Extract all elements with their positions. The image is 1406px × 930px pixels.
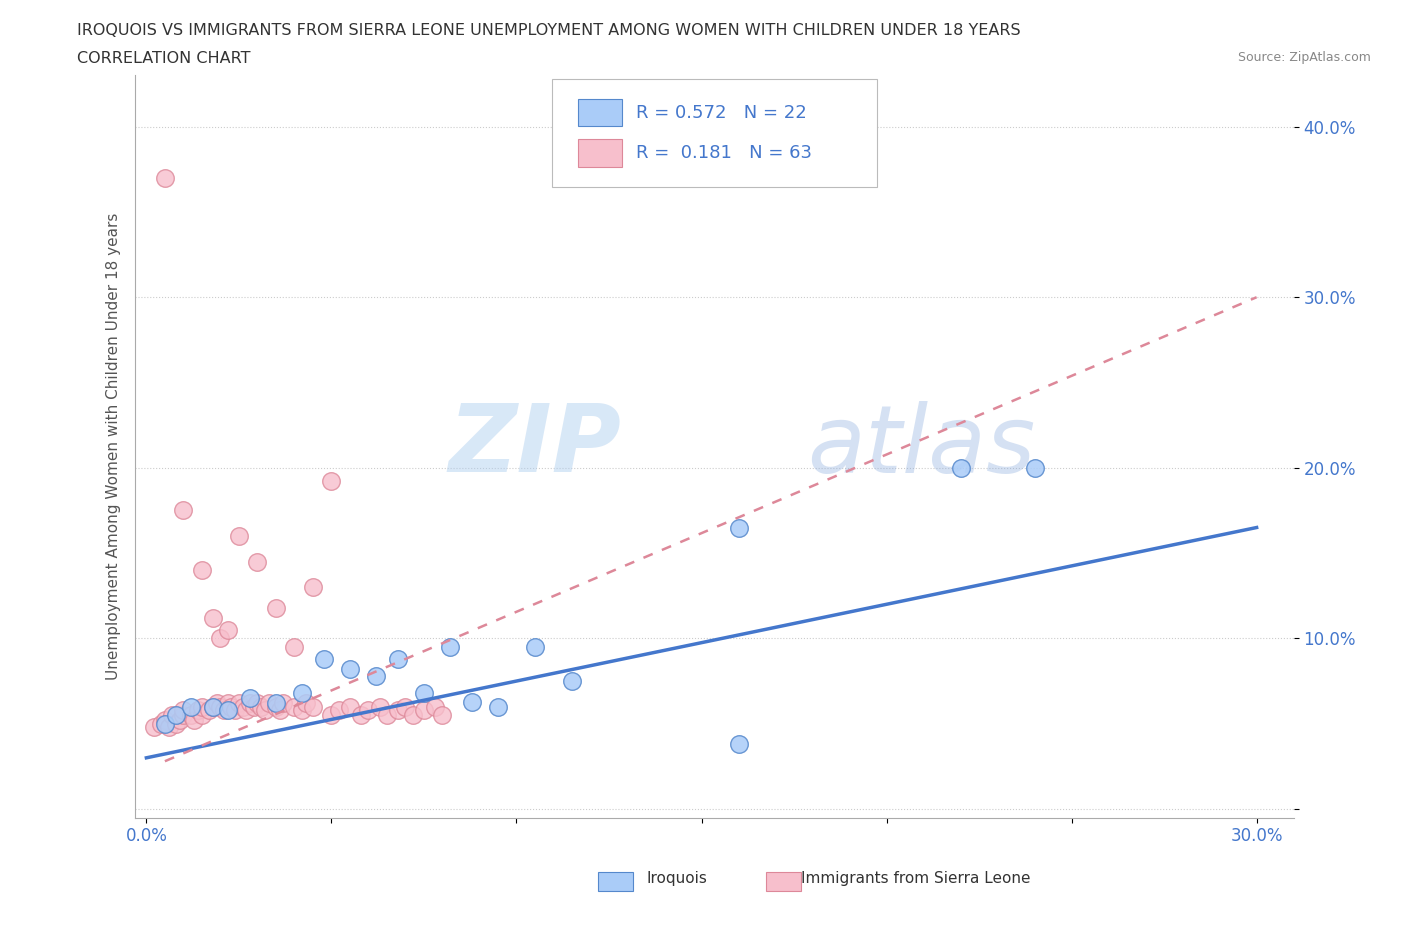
Point (387, 651, 409, 666)
Point (264, 696, 287, 711)
Text: R = 0.572   N = 22: R = 0.572 N = 22 (636, 103, 807, 122)
Point (153, 170, 176, 185)
Point (302, 579, 325, 594)
Text: Iroquois: Iroquois (647, 871, 707, 886)
Point (157, 720, 180, 735)
Point (232, 699, 254, 714)
Point (375, 708, 398, 723)
Point (291, 685, 314, 700)
Point (339, 661, 361, 676)
Point (727, 520, 749, 535)
Point (198, 702, 221, 717)
Point (201, 699, 224, 714)
Point (172, 702, 194, 717)
Point (162, 708, 184, 723)
Point (269, 702, 291, 717)
Point (302, 699, 325, 714)
Point (201, 610, 224, 625)
Point (368, 699, 391, 714)
Point (357, 702, 380, 717)
Point (191, 708, 214, 723)
Text: Immigrants from Sierra Leone: Immigrants from Sierra Leone (801, 871, 1031, 886)
Point (402, 708, 425, 723)
Point (257, 696, 280, 711)
Point (246, 696, 269, 711)
Point (439, 640, 461, 655)
Text: R =  0.181   N = 63: R = 0.181 N = 63 (636, 144, 811, 163)
Point (413, 685, 436, 700)
Point (394, 699, 416, 714)
Point (413, 702, 436, 717)
Point (209, 631, 232, 645)
Text: ZIP: ZIP (449, 401, 621, 493)
Point (217, 702, 239, 717)
Point (461, 694, 484, 709)
Point (727, 737, 749, 751)
Point (291, 702, 314, 717)
Point (423, 699, 446, 714)
FancyBboxPatch shape (553, 79, 876, 187)
Point (205, 696, 228, 711)
Point (239, 691, 262, 706)
Point (224, 702, 246, 717)
Point (283, 699, 305, 714)
Point (191, 563, 214, 578)
Text: Source: ZipAtlas.com: Source: ZipAtlas.com (1237, 51, 1371, 64)
Point (217, 696, 239, 711)
Point (212, 702, 235, 717)
Point (264, 699, 287, 714)
FancyBboxPatch shape (578, 99, 621, 126)
Point (283, 640, 305, 655)
Point (250, 699, 273, 714)
Point (165, 708, 187, 723)
Point (187, 702, 209, 717)
Point (165, 716, 187, 731)
Point (364, 669, 387, 684)
Point (432, 708, 454, 723)
Point (273, 696, 295, 711)
Point (228, 696, 250, 711)
Point (180, 708, 202, 723)
Point (239, 696, 262, 711)
FancyBboxPatch shape (578, 140, 621, 167)
Point (221, 699, 243, 714)
Point (191, 699, 214, 714)
Point (153, 713, 176, 728)
Point (235, 702, 257, 717)
Point (339, 699, 361, 714)
Point (228, 528, 250, 543)
Text: IROQUOIS VS IMMIGRANTS FROM SIERRA LEONE UNEMPLOYMENT AMONG WOMEN WITH CHILDREN : IROQUOIS VS IMMIGRANTS FROM SIERRA LEONE… (77, 23, 1021, 38)
Point (242, 699, 264, 714)
Point (523, 640, 546, 655)
Point (1024, 460, 1046, 475)
Point (321, 708, 343, 723)
Point (201, 699, 224, 714)
Point (486, 699, 509, 714)
Point (328, 702, 350, 717)
Point (350, 708, 373, 723)
Point (321, 474, 343, 489)
Point (264, 600, 287, 615)
Point (180, 699, 202, 714)
Point (949, 460, 972, 475)
Point (142, 720, 165, 735)
Point (246, 554, 269, 569)
Point (150, 716, 173, 731)
Point (312, 651, 335, 666)
Point (253, 702, 276, 717)
Point (217, 622, 239, 637)
Point (169, 713, 191, 728)
Text: atlas: atlas (807, 401, 1035, 492)
Point (183, 713, 205, 728)
Point (294, 696, 316, 711)
Point (387, 702, 409, 717)
Point (172, 708, 194, 723)
Point (172, 503, 194, 518)
Y-axis label: Unemployment Among Women with Children Under 18 years: Unemployment Among Women with Children U… (107, 213, 121, 680)
Point (209, 699, 232, 714)
Point (561, 673, 583, 688)
Point (153, 716, 176, 731)
Text: CORRELATION CHART: CORRELATION CHART (77, 51, 250, 66)
